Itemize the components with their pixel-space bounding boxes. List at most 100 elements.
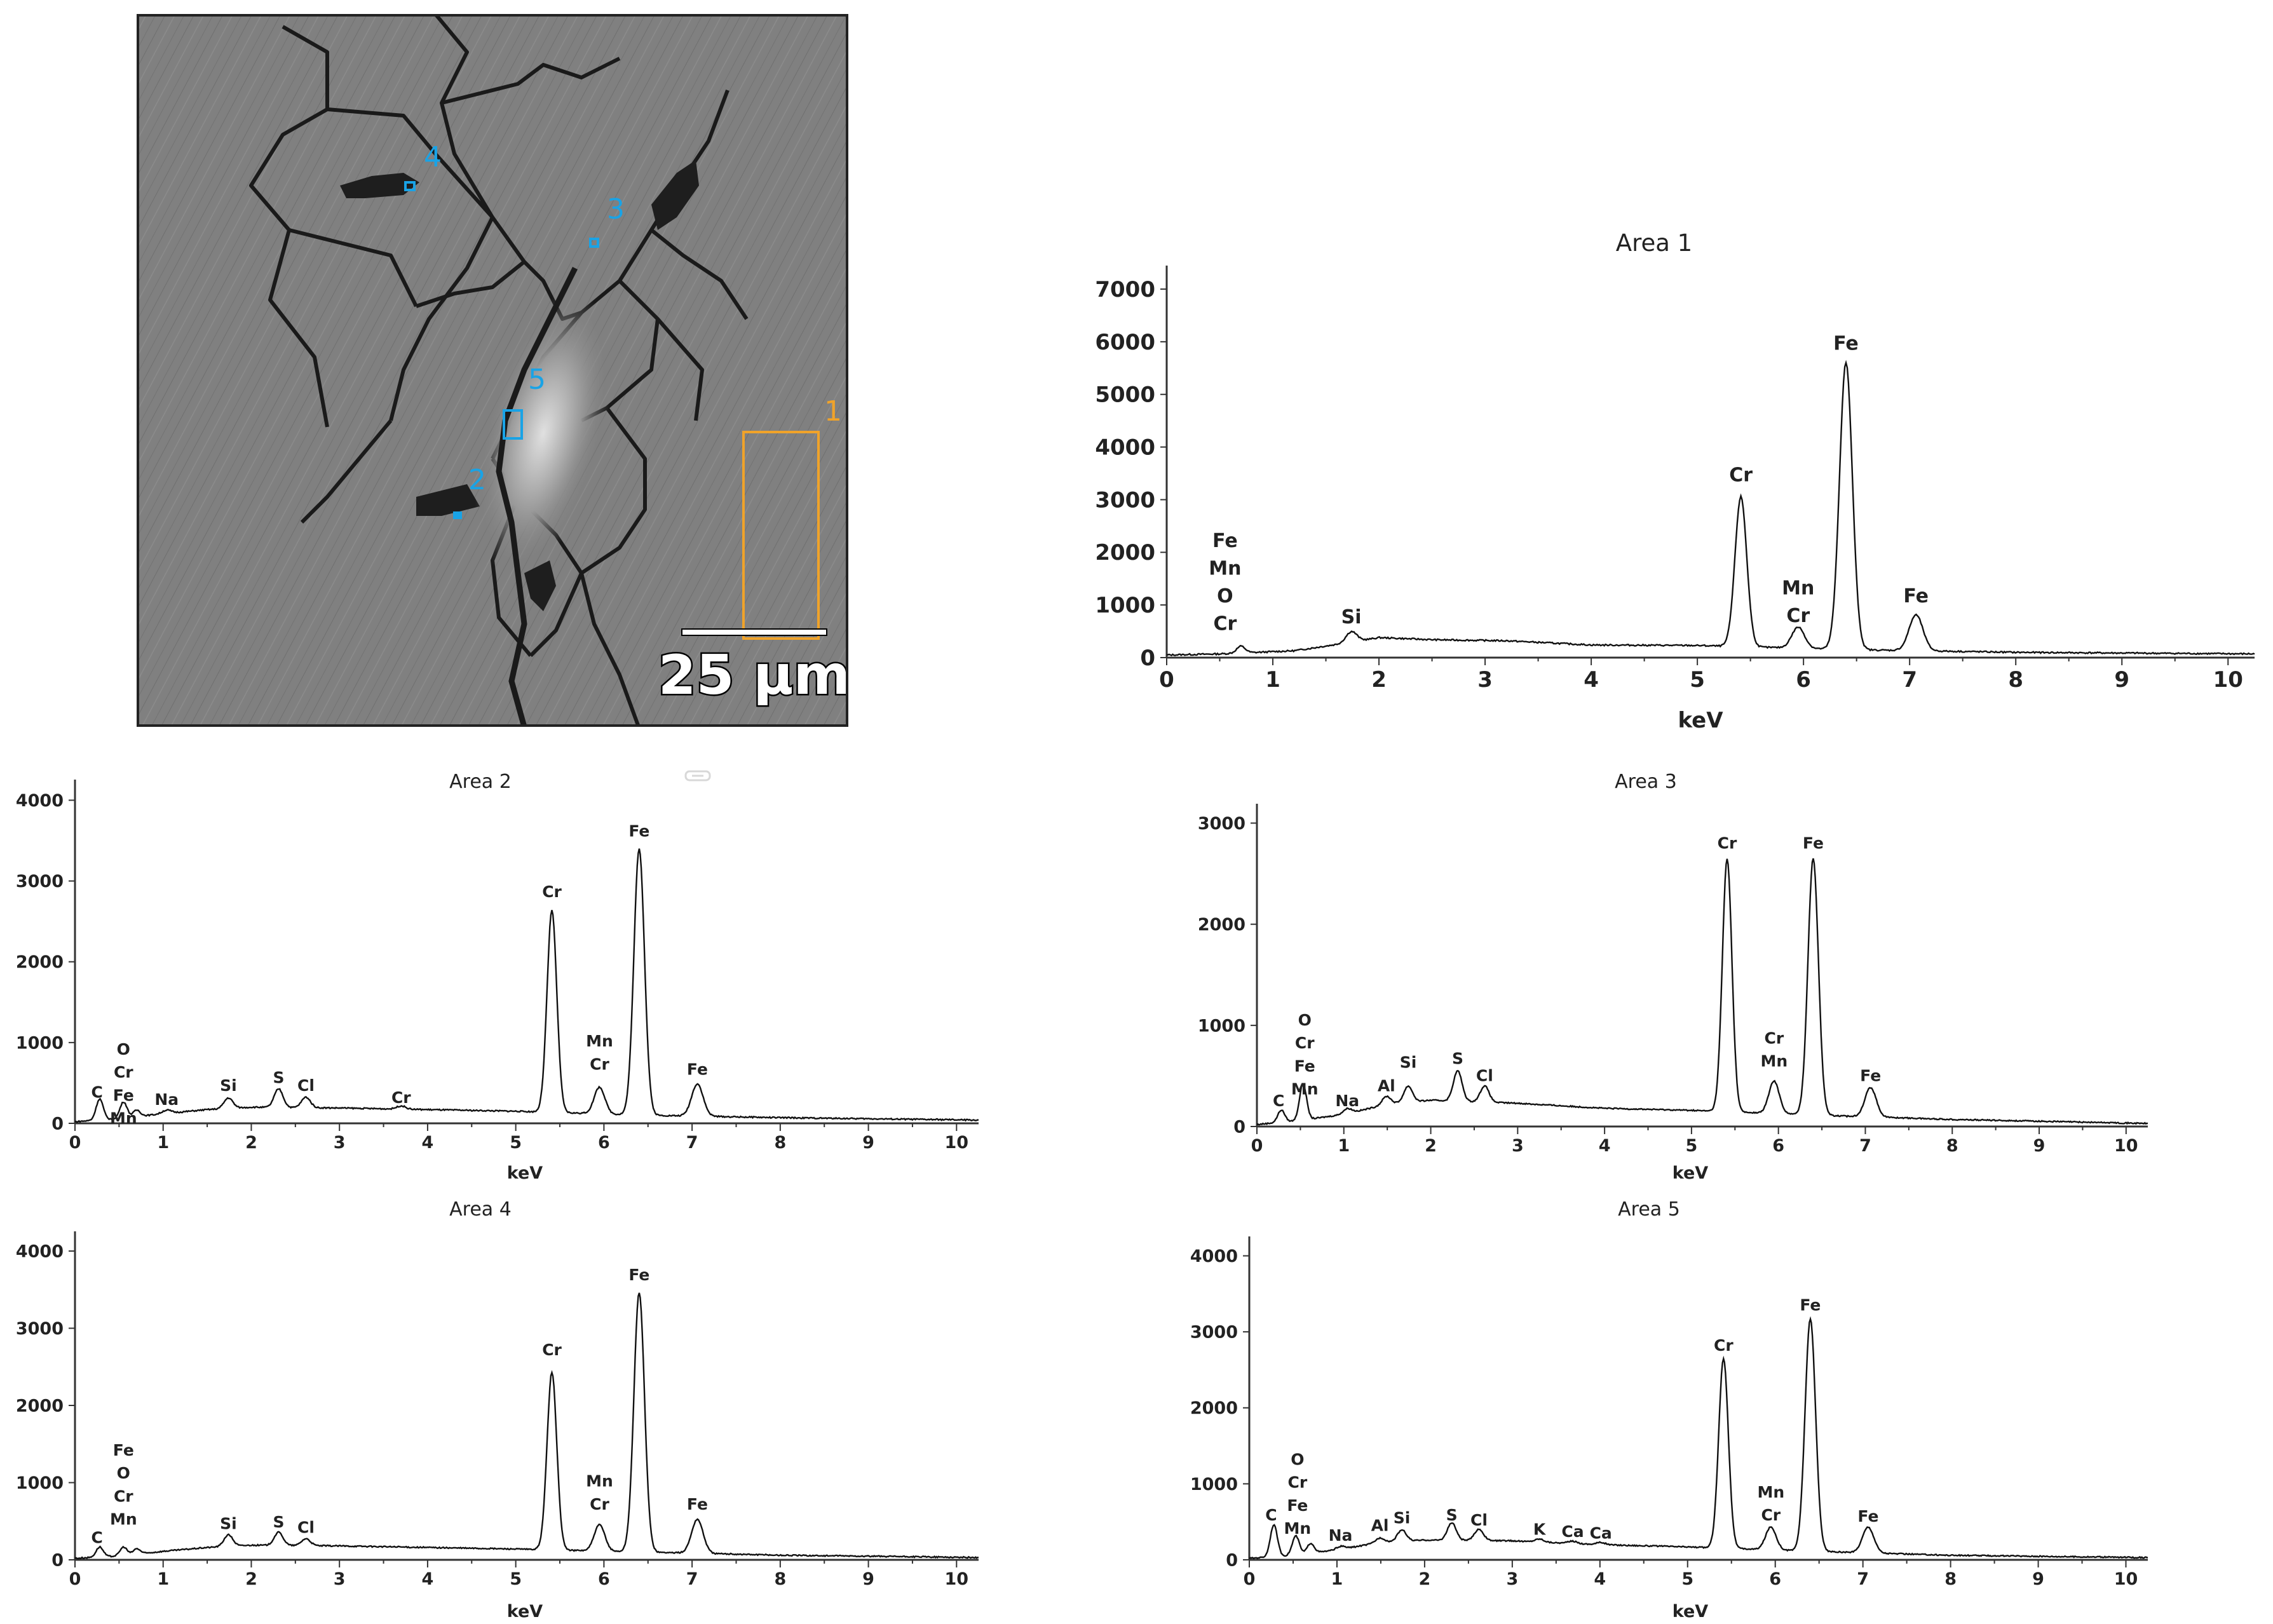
x-tick-label: 2 bbox=[1371, 667, 1387, 693]
peak-label: O bbox=[1217, 585, 1233, 607]
x-tick-label: 9 bbox=[862, 1133, 874, 1153]
peak-label: Mn bbox=[110, 1510, 137, 1529]
x-axis-label: keV bbox=[1673, 1163, 1709, 1183]
y-tick-label: 3000 bbox=[16, 1319, 64, 1339]
peak-label: Fe bbox=[1903, 585, 1929, 607]
x-tick-label: 1 bbox=[157, 1133, 169, 1153]
peak-label: Cr bbox=[1786, 605, 1810, 627]
y-tick-label: 1000 bbox=[1190, 1475, 1238, 1494]
x-tick-label: 7 bbox=[1859, 1136, 1871, 1156]
reset-icon bbox=[684, 770, 711, 782]
x-tick-label: 0 bbox=[1251, 1136, 1263, 1156]
x-tick-label: 4 bbox=[1584, 667, 1599, 693]
y-tick-label: 5000 bbox=[1095, 382, 1155, 408]
x-tick-label: 1 bbox=[157, 1569, 169, 1589]
chart-title: Area 4 bbox=[449, 1198, 512, 1221]
peak-label: Cr bbox=[542, 1341, 562, 1359]
spectrum-chart-2: Area 2 0 1000 2000 3000 4000 0 1 2 3 4 5 6 7 8 9 10 keV C O… bbox=[16, 771, 979, 1183]
y-tick-label: 4000 bbox=[1095, 435, 1155, 460]
x-tick-label: 10 bbox=[2213, 667, 2243, 693]
peak-label: Ca bbox=[1590, 1524, 1612, 1543]
peak-label: Cl bbox=[297, 1076, 315, 1095]
y-tick-label: 1000 bbox=[16, 1473, 64, 1493]
peak-label: Na bbox=[1335, 1092, 1359, 1110]
peak-label: Fe bbox=[1803, 834, 1824, 852]
marker-label-3: 3 bbox=[607, 193, 625, 226]
scale-bar bbox=[681, 628, 827, 636]
peak-label: Mn bbox=[1209, 558, 1241, 580]
peak-label: Si bbox=[1400, 1053, 1417, 1072]
spectrum-line bbox=[1166, 360, 2255, 657]
x-tick-label: 8 bbox=[774, 1569, 786, 1589]
peak-label: Cr bbox=[1729, 464, 1753, 486]
micrograph-background bbox=[137, 14, 848, 727]
x-tick-label: 7 bbox=[686, 1133, 698, 1153]
x-axis-label: keV bbox=[1673, 1602, 1709, 1621]
peak-label: Cr bbox=[1714, 1336, 1734, 1355]
peak-label: Fe bbox=[1287, 1496, 1308, 1515]
peak-label: Cr bbox=[590, 1495, 609, 1513]
x-tick-label: 5 bbox=[510, 1569, 522, 1589]
peak-label: Fe bbox=[1857, 1507, 1878, 1526]
x-tick-label: 7 bbox=[1902, 667, 1917, 693]
y-tick-label: 2000 bbox=[1190, 1398, 1238, 1418]
x-tick-label: 4 bbox=[422, 1133, 434, 1153]
precipitates bbox=[340, 160, 699, 611]
x-tick-label: 9 bbox=[2033, 1136, 2046, 1156]
scale-bar-label: 25 µm bbox=[658, 644, 848, 707]
spectrum-chart-1: Area 1 0 1000 2000 3000 4000 5000 6000 7000 0 1 2 3 4… bbox=[1095, 229, 2255, 733]
peak-label: O bbox=[1291, 1450, 1304, 1468]
peak-label: Mn bbox=[1761, 1052, 1788, 1071]
peak-label: C bbox=[1265, 1506, 1277, 1524]
spectrum-chart-5: Area 5 0 1000 2000 3000 4000 0 1 2 3 4 5 6 7 8 9 10 keV C O… bbox=[1190, 1198, 2148, 1621]
peak-label: O bbox=[1298, 1011, 1312, 1029]
peak-label: Cr bbox=[1718, 834, 1737, 852]
peak-label: Si bbox=[220, 1076, 237, 1095]
y-tick-label: 0 bbox=[1140, 646, 1155, 671]
x-tick-label: 6 bbox=[598, 1133, 610, 1153]
peak-label: Fe bbox=[628, 822, 649, 841]
spectrum-line bbox=[1249, 1316, 2148, 1560]
peak-label: Fe bbox=[1212, 530, 1238, 552]
peak-label: Mn bbox=[1757, 1483, 1784, 1501]
chart-title: Area 1 bbox=[1616, 229, 1692, 257]
area-marker-2 bbox=[453, 511, 462, 519]
x-tick-label: 10 bbox=[2114, 1569, 2138, 1589]
spectrum-line bbox=[74, 848, 979, 1123]
y-tick-label: 3000 bbox=[1095, 487, 1155, 513]
peak-label: S bbox=[1446, 1506, 1458, 1524]
x-tick-label: 8 bbox=[2008, 667, 2023, 693]
area-marker-1 bbox=[742, 431, 820, 640]
peak-label: Fe bbox=[1833, 332, 1859, 355]
x-tick-label: 4 bbox=[422, 1569, 434, 1589]
peak-label: C bbox=[92, 1528, 103, 1546]
peak-label: Ca bbox=[1561, 1522, 1584, 1541]
peak-label: Fe bbox=[687, 1060, 708, 1079]
x-tick-label: 7 bbox=[686, 1569, 698, 1589]
peak-label: Cl bbox=[1476, 1066, 1493, 1085]
x-tick-label: 0 bbox=[69, 1133, 81, 1153]
x-tick-label: 1 bbox=[1265, 667, 1280, 693]
x-tick-label: 9 bbox=[862, 1569, 874, 1589]
y-tick-label: 2000 bbox=[1095, 540, 1155, 565]
peak-label: Cr bbox=[1295, 1034, 1315, 1052]
peak-label: C bbox=[92, 1083, 103, 1101]
peak-label: Na bbox=[154, 1090, 179, 1109]
peak-label: Mn bbox=[1291, 1080, 1319, 1099]
peak-label: Fe bbox=[1294, 1057, 1315, 1075]
y-tick-label: 0 bbox=[1233, 1117, 1245, 1137]
x-tick-label: 2 bbox=[1425, 1136, 1437, 1156]
y-tick-label: 3000 bbox=[1198, 814, 1245, 834]
x-tick-label: 0 bbox=[1159, 667, 1174, 693]
spectrum-line bbox=[1256, 858, 2148, 1126]
x-tick-label: 6 bbox=[1769, 1569, 1781, 1589]
y-tick-label: 2000 bbox=[16, 952, 64, 972]
chart-title: Area 2 bbox=[449, 771, 512, 793]
x-tick-label: 3 bbox=[334, 1133, 346, 1153]
spectrum-line bbox=[74, 1292, 979, 1560]
peak-label: Cl bbox=[297, 1518, 315, 1536]
x-tick-label: 6 bbox=[1796, 667, 1811, 693]
x-tick-label: 8 bbox=[774, 1133, 786, 1153]
peak-label: S bbox=[273, 1513, 284, 1531]
x-tick-label: 5 bbox=[1686, 1136, 1698, 1156]
